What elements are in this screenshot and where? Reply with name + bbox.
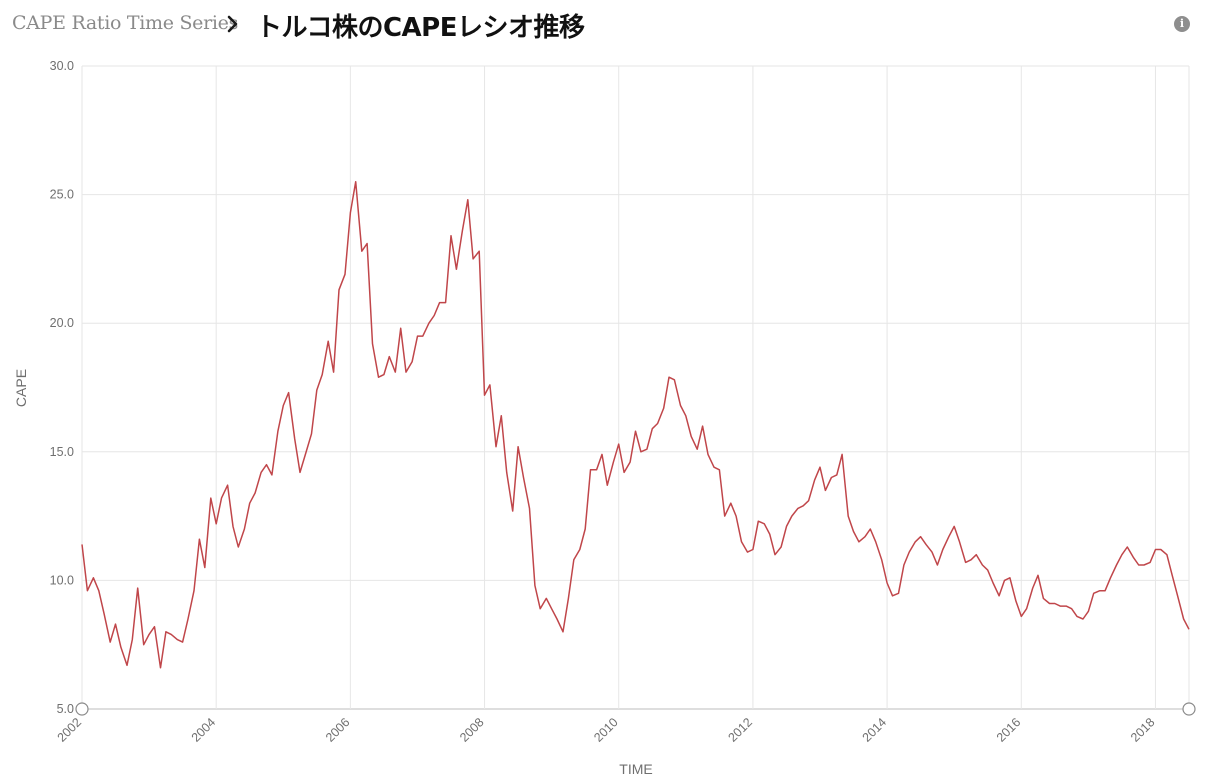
- y-tick-label: 20.0: [50, 316, 74, 330]
- x-tick-label: 2004: [189, 715, 219, 745]
- x-tick-label: 2014: [860, 715, 890, 745]
- y-tick-label: 10.0: [50, 573, 74, 587]
- x-tick-label: 2002: [55, 715, 85, 745]
- x-tick-label: 2012: [725, 715, 755, 745]
- y-axis-ticks: 5.0 10.0 15.0 20.0 25.0 30.0: [50, 59, 74, 716]
- chart-grid: [81, 65, 1190, 710]
- x-tick-label: 2016: [994, 715, 1024, 745]
- y-axis-label: CAPE: [13, 369, 29, 407]
- chevron-right-icon: [227, 15, 238, 33]
- y-tick-label: 5.0: [57, 702, 74, 716]
- page-title: トルコ株のCAPEレシオ推移: [256, 13, 585, 43]
- range-handle-left[interactable]: [75, 702, 89, 716]
- cape-series-line: [81, 180, 1190, 669]
- y-tick-label: 25.0: [50, 188, 74, 202]
- chart-header: CAPE Ratio Time Series トルコ株のCAPEレシオ推移 i: [0, 0, 1208, 52]
- x-axis-label: TIME: [619, 761, 652, 777]
- breadcrumb[interactable]: CAPE Ratio Time Series: [12, 12, 239, 34]
- x-tick-label: 2008: [457, 715, 487, 745]
- x-tick-label: 2006: [323, 715, 353, 745]
- range-handle-right[interactable]: [1182, 702, 1196, 716]
- x-tick-label: 2018: [1128, 715, 1158, 745]
- x-tick-label: 2010: [591, 715, 621, 745]
- x-axis-ticks: 2002 2004 2006 2008 2010 2012 2014 2016 2018: [55, 715, 1158, 745]
- y-tick-label: 15.0: [50, 445, 74, 459]
- y-tick-label: 30.0: [50, 59, 74, 73]
- info-icon[interactable]: i: [1174, 16, 1190, 32]
